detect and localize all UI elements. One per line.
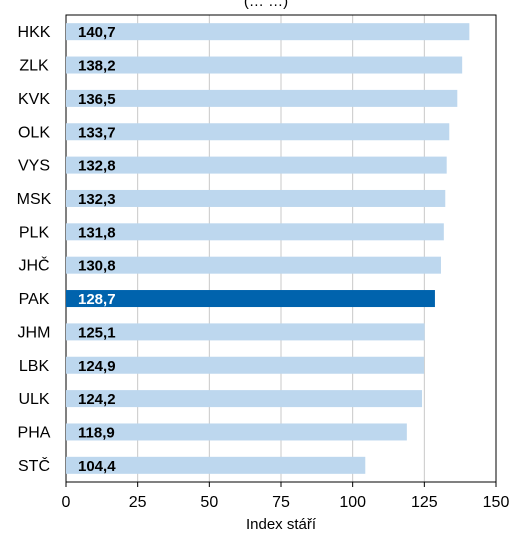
bar [66,423,407,441]
category-label: MSK [17,191,52,208]
bar [66,23,470,41]
bar [66,256,441,274]
category-label: STČ [18,456,50,475]
bar-value-label: 132,8 [78,158,116,175]
bar-value-label: 131,8 [78,224,116,241]
category-label: JHM [18,324,51,341]
category-label: PHA [18,424,51,441]
x-tick-label: 150 [483,494,510,511]
x-tick-label: 25 [129,494,147,511]
gridlines [137,15,425,482]
x-tick-label: 75 [272,494,290,511]
category-label: LBK [19,358,50,375]
category-label: JHČ [18,256,49,275]
category-label: ULK [18,391,49,408]
bar-value-label: 140,7 [78,24,116,41]
bar [66,323,425,341]
category-label: PAK [19,291,50,308]
bar-value-label: 128,7 [78,291,116,308]
x-tick-label: 50 [200,494,218,511]
bar [66,156,447,174]
chart-title-fragment: (… …) [244,0,288,10]
category-labels: HKK ZLK KVK OLK VYS MSK PLK JHČ PAK JHM LBK ULK PHA S… [17,24,52,475]
bar [66,456,366,474]
bar [66,56,463,74]
category-label: ZLK [19,58,49,75]
bar [66,223,444,241]
category-label: OLK [18,124,50,141]
bar-value-label: 130,8 [78,258,116,275]
category-label: PLK [19,224,50,241]
x-axis-ticks: 0 25 50 75 100 125 150 [62,482,510,511]
bar-value-label: 133,7 [78,124,116,141]
bar-value-label: 125,1 [78,324,116,341]
bar [66,290,435,308]
bar-value-label: 132,3 [78,191,116,208]
category-label: HKK [18,24,51,41]
bar-value-label: 136,5 [78,91,116,108]
x-axis-title: Index stáří [246,516,317,533]
bar [66,356,425,374]
bar [66,189,446,207]
x-tick-label: 125 [411,494,438,511]
bar-value-label: 138,2 [78,58,116,75]
bar-value-label: 118,9 [78,424,115,441]
x-tick-label: 100 [339,494,366,511]
bar-value-label: 104,4 [78,458,116,475]
bar-value-label: 124,2 [78,391,116,408]
x-tick-label: 0 [62,494,71,511]
bar [66,123,450,141]
category-label: KVK [18,91,50,108]
bar [66,89,458,107]
category-label: VYS [18,158,50,175]
bar-value-label: 124,9 [78,358,116,375]
bars: 140,7 138,2 136,5 133,7 132,8 132,3 131,8 130,8… [66,23,470,475]
bar [66,390,423,408]
